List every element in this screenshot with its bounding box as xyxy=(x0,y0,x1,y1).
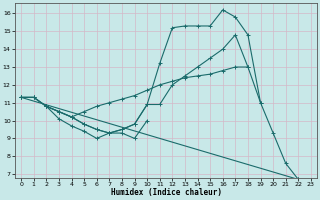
X-axis label: Humidex (Indice chaleur): Humidex (Indice chaleur) xyxy=(110,188,221,197)
